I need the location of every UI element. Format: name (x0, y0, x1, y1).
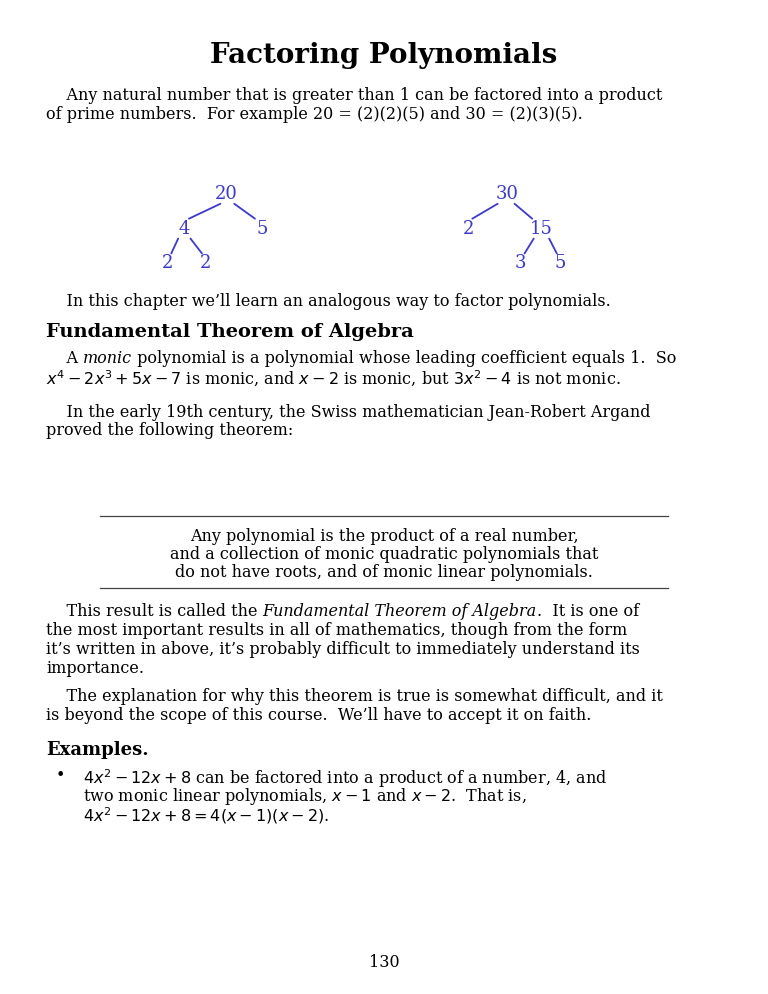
Text: The explanation for why this theorem is true is somewhat difficult, and it: The explanation for why this theorem is … (46, 688, 663, 705)
Text: 4: 4 (179, 220, 190, 238)
Text: 5: 5 (555, 254, 566, 272)
Text: Examples.: Examples. (46, 741, 149, 758)
Text: Any natural number that is greater than 1 can be factored into a product: Any natural number that is greater than … (46, 87, 663, 104)
Text: Factoring Polynomials: Factoring Polynomials (210, 42, 558, 69)
Text: 5: 5 (257, 220, 268, 238)
Text: and a collection of monic quadratic polynomials that: and a collection of monic quadratic poly… (170, 546, 598, 563)
Text: proved the following theorem:: proved the following theorem: (46, 422, 293, 439)
Text: is beyond the scope of this course.  We’ll have to accept it on faith.: is beyond the scope of this course. We’l… (46, 707, 591, 724)
Text: two monic linear polynomials, $x - 1$ and $x - 2$.  That is,: two monic linear polynomials, $x - 1$ an… (83, 786, 527, 807)
Text: monic: monic (83, 350, 132, 367)
Text: the most important results in all of mathematics, though from the form: the most important results in all of mat… (46, 622, 627, 639)
Text: importance.: importance. (46, 660, 144, 677)
Text: 30: 30 (495, 185, 518, 203)
Text: In the early 19th century, the Swiss mathematician Jean-Robert Argand: In the early 19th century, the Swiss mat… (46, 404, 650, 420)
Text: 3: 3 (515, 254, 526, 272)
Text: In this chapter we’ll learn an analogous way to factor polynomials.: In this chapter we’ll learn an analogous… (46, 293, 611, 310)
Text: •: • (55, 767, 65, 784)
Text: $4x^2 - 12x + 8$ can be factored into a product of a number, 4, and: $4x^2 - 12x + 8$ can be factored into a … (83, 767, 607, 790)
Text: 2: 2 (162, 254, 173, 272)
Text: it’s written in above, it’s probably difficult to immediately understand its: it’s written in above, it’s probably dif… (46, 641, 640, 658)
Text: 130: 130 (369, 954, 399, 971)
Text: $4x^2 - 12x + 8 = 4(x-1)(x-2)$.: $4x^2 - 12x + 8 = 4(x-1)(x-2)$. (83, 805, 329, 826)
Text: Fundamental Theorem of Algebra: Fundamental Theorem of Algebra (46, 323, 414, 341)
Text: .  It is one of: . It is one of (537, 603, 639, 620)
Text: 2: 2 (463, 220, 474, 238)
Text: do not have roots, and of monic linear polynomials.: do not have roots, and of monic linear p… (175, 564, 593, 580)
Text: 2: 2 (200, 254, 211, 272)
Text: Fundamental Theorem of Algebra: Fundamental Theorem of Algebra (263, 603, 537, 620)
Text: A: A (46, 350, 83, 367)
Text: polynomial is a polynomial whose leading coefficient equals 1.  So: polynomial is a polynomial whose leading… (132, 350, 677, 367)
Text: 15: 15 (530, 220, 553, 238)
Text: 20: 20 (215, 185, 238, 203)
Text: $x^4 - 2x^3 + 5x - 7$ is monic, and $x - 2$ is monic, but $3x^2 - 4$ is not moni: $x^4 - 2x^3 + 5x - 7$ is monic, and $x -… (46, 369, 621, 389)
Text: Any polynomial is the product of a real number,: Any polynomial is the product of a real … (190, 528, 578, 545)
Text: This result is called the: This result is called the (46, 603, 263, 620)
Text: of prime numbers.  For example 20 = (2)(2)(5) and 30 = (2)(3)(5).: of prime numbers. For example 20 = (2)(2… (46, 106, 583, 123)
